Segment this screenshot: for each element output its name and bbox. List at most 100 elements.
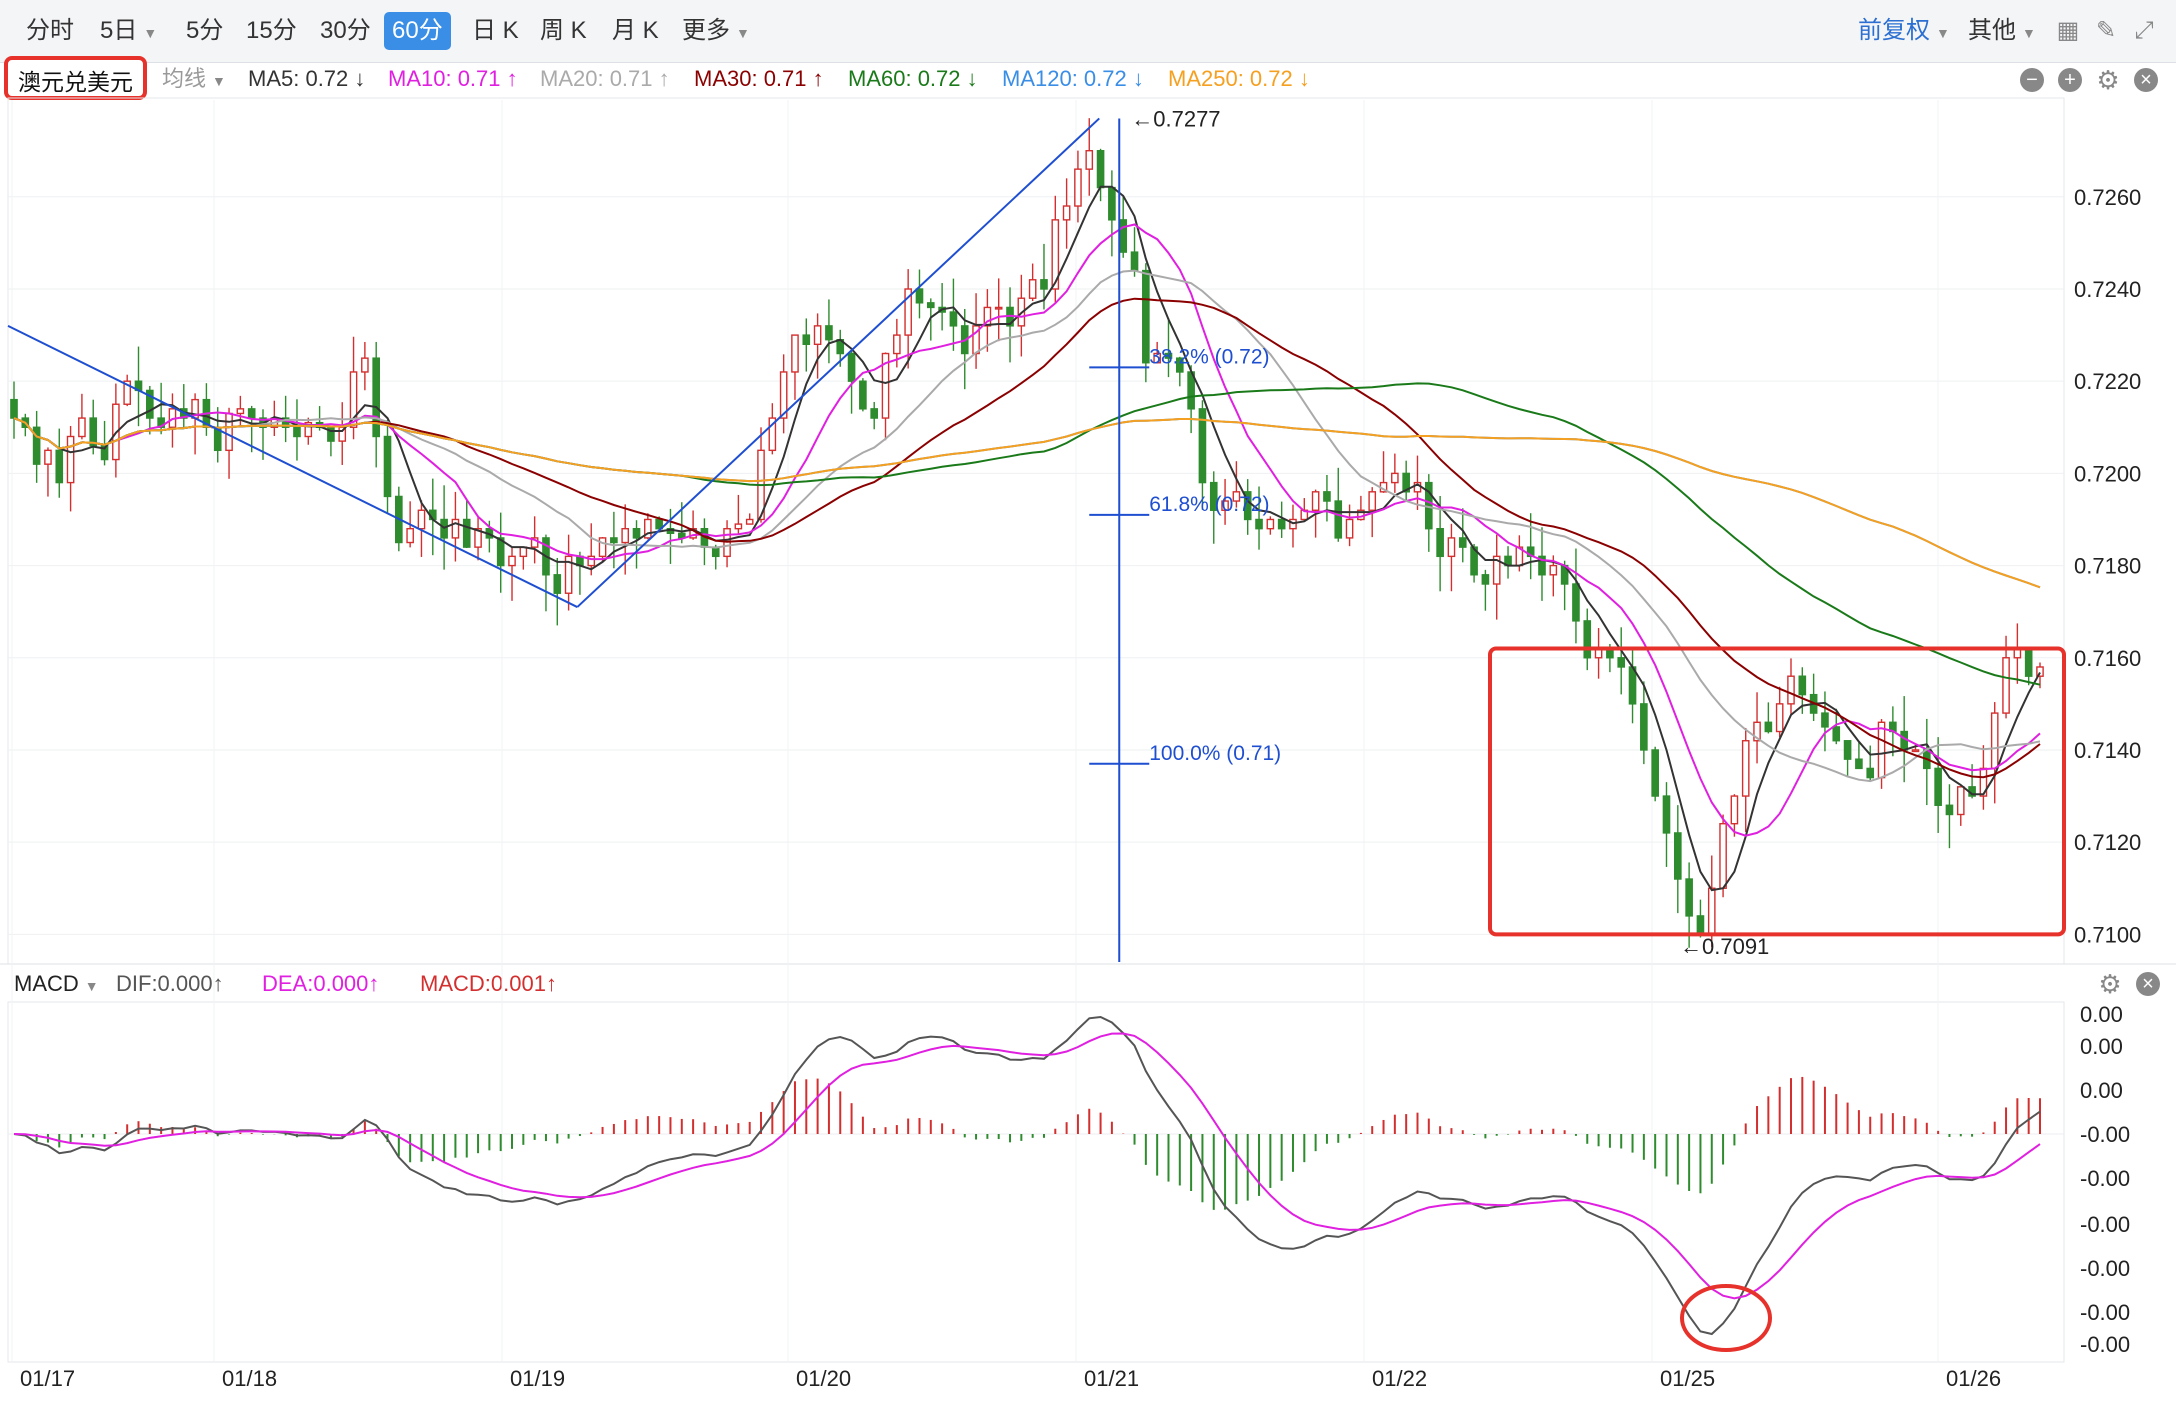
- candle-body: [1764, 721, 1773, 733]
- candle-body: [1198, 408, 1207, 484]
- macd-y-tick-label: 0.00: [2080, 1002, 2123, 1027]
- other-select[interactable]: 其他 ▼: [1968, 17, 2036, 44]
- candle-body: [1311, 491, 1320, 511]
- tab-label: 日 K: [472, 17, 519, 44]
- candle-body: [1368, 491, 1377, 511]
- candle-body: [1877, 721, 1886, 779]
- candle-body: [1266, 518, 1275, 530]
- macd-y-tick-label: 0.00: [2080, 1034, 2123, 1059]
- ma-legend-item: MA20: 0.71 ↑: [540, 66, 670, 91]
- candle-body: [1232, 491, 1241, 502]
- macd-select[interactable]: MACD ▼: [14, 971, 99, 996]
- y-tick-label: 0.7160: [2074, 646, 2141, 671]
- settings-icon[interactable]: ⚙: [2096, 65, 2120, 95]
- ma-legend-item: MA60: 0.72 ↓: [848, 66, 978, 91]
- candle-body: [1719, 823, 1727, 889]
- candle-body: [406, 527, 414, 544]
- macd-dea-line: [13, 1032, 2041, 1300]
- candle-body: [417, 509, 426, 530]
- candle-body: [1662, 795, 1671, 834]
- adjust-select[interactable]: 前复权 ▼: [1858, 17, 1950, 44]
- ma-legend-item: MA250: 0.72 ↓: [1168, 66, 1310, 91]
- candle-body: [1051, 219, 1060, 290]
- candle-body: [1640, 703, 1648, 751]
- candle-body: [508, 555, 516, 567]
- minus-icon[interactable]: −: [2020, 68, 2044, 92]
- candle-body: [1243, 491, 1252, 521]
- candle-body: [949, 311, 958, 327]
- draw-pen-icon[interactable]: ✎: [2095, 17, 2117, 44]
- candle-body: [1753, 721, 1761, 742]
- macd-y-tick-label: -0.00: [2080, 1122, 2130, 1147]
- fib-level-label: 38.2% (0.72): [1149, 345, 1269, 368]
- macd-legend: MACD ▼ DIF:0.000↑ DEA:0.000↑ MACD:0.001↑ ⚙ …: [0, 966, 2176, 1002]
- candle-body: [2036, 666, 2044, 677]
- avg-select[interactable]: 均线 ▼: [162, 66, 226, 91]
- chevron-down-icon: ▼: [143, 25, 158, 41]
- x-tick-label: 01/19: [510, 1366, 565, 1391]
- candle-body: [1685, 878, 1693, 917]
- candle-body: [2024, 647, 2033, 677]
- candle-body: [847, 352, 856, 382]
- grid-icon[interactable]: ▦: [2056, 17, 2080, 44]
- tab-3[interactable]: 15分: [238, 12, 305, 50]
- macd-dif-line: [13, 1015, 2041, 1336]
- candle-body: [1130, 251, 1139, 272]
- candle-body: [236, 408, 245, 415]
- tab-label: 更多: [682, 17, 730, 44]
- tab-8[interactable]: 月 K: [604, 12, 667, 50]
- candle-body: [632, 527, 641, 539]
- tab-0[interactable]: 分时: [18, 12, 82, 50]
- candle-body: [1821, 712, 1829, 728]
- candle-body: [123, 380, 131, 405]
- candle-body: [802, 334, 811, 346]
- candle-body: [1538, 555, 1546, 576]
- tab-4[interactable]: 30分: [312, 12, 379, 50]
- fullscreen-icon[interactable]: ⤢: [2134, 17, 2154, 44]
- candle-body: [1628, 666, 1637, 705]
- candle-body: [1549, 564, 1558, 576]
- y-tick-label: 0.7260: [2074, 185, 2141, 210]
- chevron-down-icon: ▼: [736, 25, 750, 41]
- tab-7[interactable]: 周 K: [532, 12, 595, 50]
- y-tick-label: 0.7100: [2074, 922, 2141, 947]
- close-icon[interactable]: ×: [2134, 68, 2158, 92]
- candle-body: [1458, 537, 1467, 548]
- candle-body: [893, 334, 901, 355]
- candle-body: [825, 325, 833, 341]
- annotation-rectangle: [1488, 646, 2066, 937]
- candle-body: [1119, 219, 1128, 253]
- candle-body: [1153, 352, 1161, 364]
- tab-label: 月 K: [612, 17, 659, 44]
- candle-body: [1741, 740, 1750, 797]
- candle-body: [474, 527, 482, 548]
- tab-9[interactable]: 更多 ▼: [674, 12, 758, 50]
- candle-body: [870, 408, 879, 419]
- candle-body: [994, 306, 1003, 310]
- candle-body: [1345, 518, 1354, 539]
- candle-body: [1028, 279, 1037, 299]
- macd-settings-icon[interactable]: ⚙: [2098, 969, 2122, 999]
- candle-body: [78, 417, 86, 438]
- candle-body: [1855, 758, 1863, 770]
- ma-line-ma250: [13, 417, 2041, 589]
- tab-6[interactable]: 日 K: [464, 12, 527, 50]
- candle-body: [745, 518, 754, 525]
- candle-body: [1707, 887, 1716, 936]
- tab-1[interactable]: 5日 ▼: [92, 12, 165, 50]
- candle-body: [1990, 712, 1999, 770]
- candle-body: [644, 518, 652, 539]
- ma-line-ma20: [13, 269, 2041, 783]
- y-tick-label: 0.7120: [2074, 830, 2141, 855]
- plus-icon[interactable]: +: [2058, 68, 2082, 92]
- low-price-label: ←0.7091: [1680, 934, 1769, 959]
- macd-legend-item: DEA:0.000↑: [262, 971, 380, 996]
- annotation-circle: [1680, 1284, 1772, 1352]
- tab-2[interactable]: 5分: [178, 12, 231, 50]
- candle-body: [1492, 555, 1501, 585]
- macd-close-icon[interactable]: ×: [2136, 972, 2160, 996]
- tab-5[interactable]: 60分: [384, 12, 451, 50]
- candle-body: [1277, 518, 1286, 530]
